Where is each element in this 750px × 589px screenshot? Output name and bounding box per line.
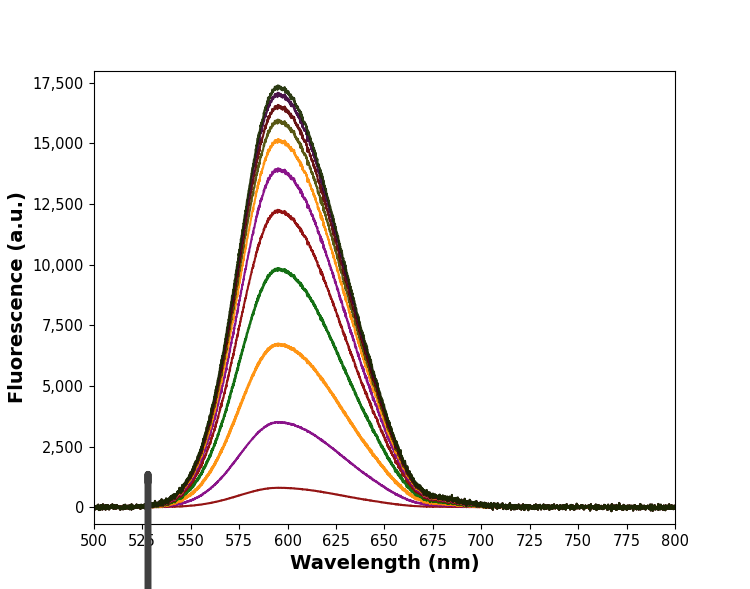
Y-axis label: Fluorescence (a.u.): Fluorescence (a.u.)	[8, 191, 27, 403]
X-axis label: Wavelength (nm): Wavelength (nm)	[290, 554, 479, 574]
